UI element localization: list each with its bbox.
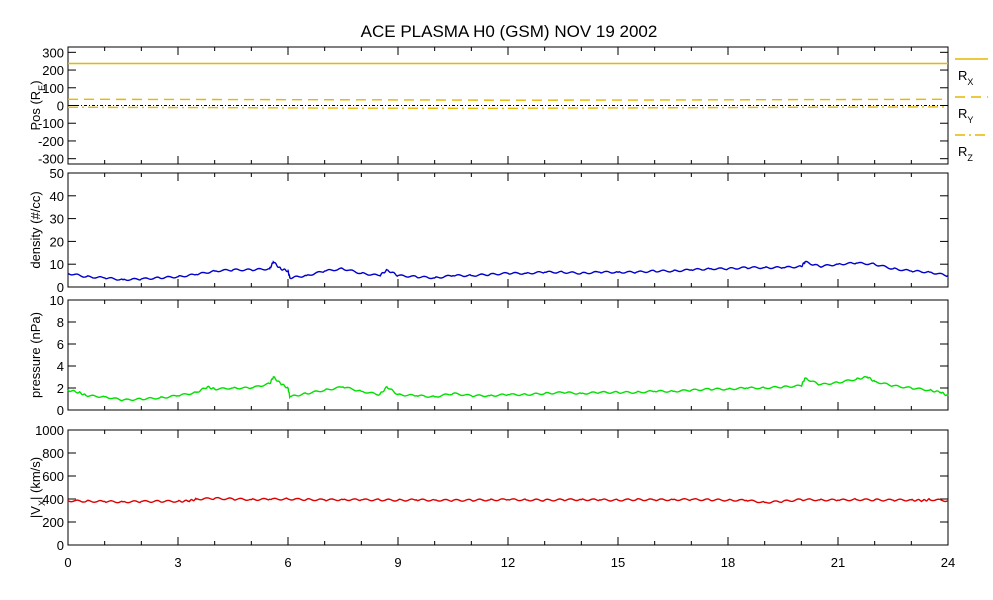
panel-velocity: 1000 800 600 400 200 0 |VX| (km/s) 0 3 6 9 12 15 18 21… bbox=[28, 423, 955, 570]
y-tick-label: 4 bbox=[57, 359, 64, 374]
y-tick-label: -100 bbox=[38, 116, 64, 131]
y-axis-label-velocity: |VX| (km/s) bbox=[28, 457, 47, 518]
position-legend: RX RY RZ bbox=[955, 58, 988, 163]
y-tick-label: -300 bbox=[38, 152, 64, 167]
x-tick-label: 12 bbox=[501, 555, 515, 570]
y-tick-label: 6 bbox=[57, 337, 64, 352]
y-tick-label: 40 bbox=[50, 189, 64, 204]
y-axis-label-pos: Pos (RE) bbox=[28, 80, 47, 130]
panel-pos: 300 200 100 0 -100 -200 -300 Pos (RE) bbox=[28, 45, 949, 167]
y-tick-label: 200 bbox=[42, 515, 64, 530]
y-tick-label: 8 bbox=[57, 315, 64, 330]
x-tick-label: 21 bbox=[831, 555, 845, 570]
y-tick-label: -200 bbox=[38, 134, 64, 149]
legend-label-rz: RZ bbox=[958, 144, 973, 163]
panel-density: 50 40 30 20 10 0 density (#/cc) bbox=[28, 166, 949, 295]
x-tick-label: 24 bbox=[941, 555, 955, 570]
x-tick-label: 18 bbox=[721, 555, 735, 570]
y-tick-label: 1000 bbox=[35, 423, 64, 438]
y-tick-label: 400 bbox=[42, 492, 64, 507]
y-tick-label: 100 bbox=[42, 81, 64, 96]
panel-frame bbox=[67, 172, 949, 288]
y-tick-label: 50 bbox=[50, 166, 64, 181]
y-axis-label-density: density (#/cc) bbox=[28, 191, 43, 268]
y-tick-label: 0 bbox=[57, 280, 64, 295]
x-tick-label: 3 bbox=[174, 555, 181, 570]
y-tick-label: 300 bbox=[42, 45, 64, 60]
y-tick-label: 600 bbox=[42, 469, 64, 484]
y-tick-label: 0 bbox=[57, 99, 64, 114]
x-tick-label: 0 bbox=[64, 555, 71, 570]
series-velocity-vx bbox=[67, 496, 949, 504]
y-tick-label: 200 bbox=[42, 63, 64, 78]
y-tick-label: 30 bbox=[50, 212, 64, 227]
y-tick-label: 10 bbox=[50, 257, 64, 272]
series-density-density bbox=[67, 260, 949, 282]
y-tick-label: 0 bbox=[57, 403, 64, 418]
panel-frame bbox=[67, 429, 949, 546]
chart-title: ACE PLASMA H0 (GSM) NOV 19 2002 bbox=[361, 22, 658, 41]
y-tick-label: 20 bbox=[50, 234, 64, 249]
panel-pressure: 10 8 6 4 2 0 pressure (nPa) bbox=[28, 293, 949, 418]
x-tick-label: 9 bbox=[394, 555, 401, 570]
y-tick-label: 800 bbox=[42, 446, 64, 461]
y-axis-label-pressure: pressure (nPa) bbox=[28, 312, 43, 398]
y-tick-label: 10 bbox=[50, 293, 64, 308]
y-tick-label: 0 bbox=[57, 538, 64, 553]
series-pressure-pressure bbox=[67, 375, 949, 402]
panel-frame bbox=[67, 299, 949, 411]
legend-label-ry: RY bbox=[958, 106, 973, 125]
series-pos-rz bbox=[67, 106, 949, 110]
x-tick-label: 6 bbox=[284, 555, 291, 570]
x-tick-label: 15 bbox=[611, 555, 625, 570]
legend-label-rx: RX bbox=[958, 68, 973, 87]
y-tick-label: 2 bbox=[57, 381, 64, 396]
series-pos-ry bbox=[67, 98, 949, 101]
